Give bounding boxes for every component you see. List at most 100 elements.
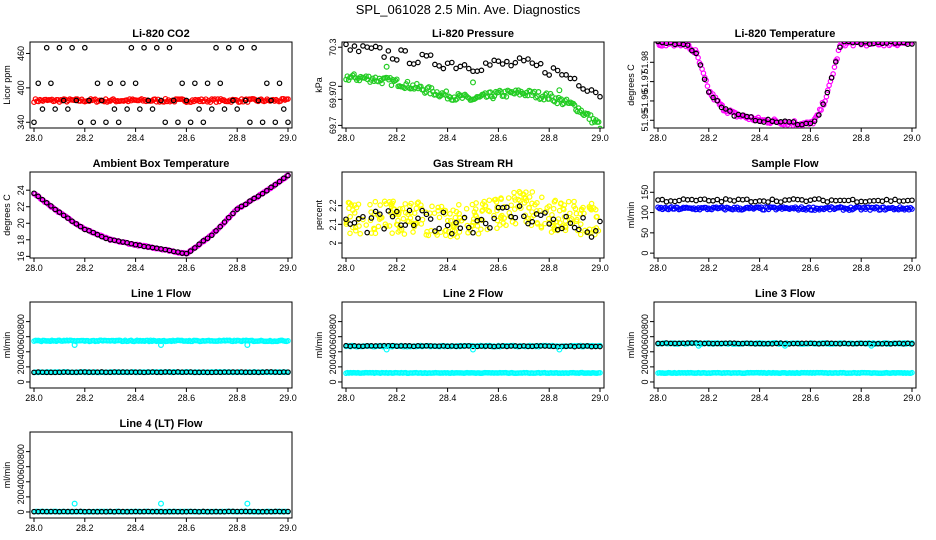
- data-point: [347, 213, 354, 220]
- data-layer: [655, 196, 915, 213]
- chart-panel: Line 3 Flow 28.0 28.2 28.4 28.6 28.8 29.0 0 2004…: [626, 288, 921, 403]
- data-point: [418, 221, 425, 227]
- data-point: [559, 225, 565, 232]
- x-tick-label: 28.0: [25, 263, 43, 273]
- data-point: [824, 87, 831, 94]
- data-point: [162, 119, 169, 126]
- data-layer: [343, 42, 603, 128]
- data-point: [440, 65, 447, 72]
- data-point: [557, 220, 563, 226]
- data-point: [56, 44, 63, 51]
- data-point: [436, 214, 443, 221]
- y-tick-label: 200: [328, 359, 338, 374]
- data-point: [368, 215, 375, 221]
- y-tick-label: 2.2: [328, 199, 338, 212]
- data-point: [429, 203, 435, 210]
- data-point: [512, 59, 519, 66]
- data-point: [684, 42, 691, 48]
- data-point: [909, 369, 915, 376]
- data-point: [576, 83, 582, 89]
- outlier-point: [383, 346, 390, 353]
- y-axis-label: kPa: [314, 77, 324, 93]
- data-layer: [31, 172, 291, 257]
- data-point: [390, 198, 396, 205]
- data-point: [111, 106, 118, 112]
- data-point: [849, 196, 856, 203]
- data-point: [659, 196, 666, 203]
- data-point: [415, 215, 421, 222]
- data-point: [549, 212, 555, 218]
- data-point: [132, 80, 139, 87]
- data-point: [479, 207, 486, 213]
- chart-panel: Sample Flow 28.0 28.2 28.4 28.6 28.8 29.0 0 50 10…: [626, 158, 921, 273]
- data-point: [259, 119, 266, 126]
- y-tick-label: 16: [16, 251, 26, 261]
- data-point: [665, 42, 672, 47]
- data-point: [204, 235, 211, 242]
- data-point: [418, 202, 424, 208]
- data-point: [834, 56, 840, 62]
- data-point: [516, 55, 523, 61]
- outlier-point: [71, 500, 78, 507]
- x-tick-label: 29.0: [903, 393, 921, 403]
- y-tick-label: 600: [328, 329, 338, 344]
- x-tick-label: 28.6: [178, 393, 196, 403]
- y-tick-label: 200: [16, 489, 26, 504]
- data-point: [655, 42, 661, 45]
- data-point: [399, 205, 406, 212]
- x-tick-label: 28.8: [228, 393, 246, 403]
- data-point: [587, 112, 594, 118]
- data-point: [360, 213, 366, 220]
- data-point: [761, 119, 767, 125]
- data-point: [695, 54, 701, 61]
- chart-panel: Li-820 Pressure 28.0 28.2 28.4 28.6 28.8 29.0 6…: [314, 28, 609, 143]
- data-point: [242, 97, 249, 104]
- data-point: [574, 216, 580, 223]
- data-point: [204, 80, 211, 87]
- data-point: [482, 220, 489, 227]
- data-point: [486, 197, 493, 204]
- data-point: [580, 86, 586, 92]
- y-tick-label: 800: [16, 314, 26, 329]
- data-point: [432, 228, 438, 234]
- data-point: [459, 95, 466, 101]
- outlier-point: [470, 79, 477, 86]
- data-point: [39, 196, 46, 203]
- data-point: [557, 201, 564, 207]
- data-point: [268, 184, 274, 191]
- data-point: [554, 67, 561, 74]
- data-point: [909, 206, 915, 212]
- outlier-point: [868, 342, 875, 349]
- data-point: [357, 230, 364, 237]
- data-point: [251, 195, 257, 202]
- data-point: [200, 237, 207, 244]
- y-tick-label: 0: [640, 379, 650, 384]
- y-tick-label: 51.98: [640, 51, 650, 74]
- data-point: [523, 189, 529, 195]
- data-point: [435, 204, 441, 211]
- data-point: [588, 87, 595, 93]
- data-point: [353, 204, 360, 211]
- outlier-point: [470, 346, 477, 353]
- data-point: [530, 90, 536, 96]
- x-tick-label: 28.2: [76, 133, 94, 143]
- data-point: [393, 57, 400, 63]
- data-point: [73, 221, 80, 227]
- chart-title: Line 2 Flow: [443, 288, 503, 300]
- data-point: [48, 80, 54, 87]
- y-tick-label: 100: [640, 205, 650, 220]
- x-tick-label: 28.2: [700, 133, 718, 143]
- data-point: [491, 212, 497, 219]
- data-point: [264, 80, 270, 87]
- y-tick-label: 600: [16, 459, 26, 474]
- data-point: [697, 62, 704, 68]
- x-tick-label: 28.2: [388, 133, 406, 143]
- y-axis-label: Licor ppm: [2, 65, 12, 105]
- data-point: [443, 88, 450, 95]
- x-tick-label: 29.0: [591, 133, 609, 143]
- x-tick-label: 28.4: [127, 393, 145, 403]
- data-point: [280, 175, 287, 182]
- data-point: [217, 80, 224, 87]
- data-point: [701, 76, 708, 83]
- data-point: [820, 101, 826, 107]
